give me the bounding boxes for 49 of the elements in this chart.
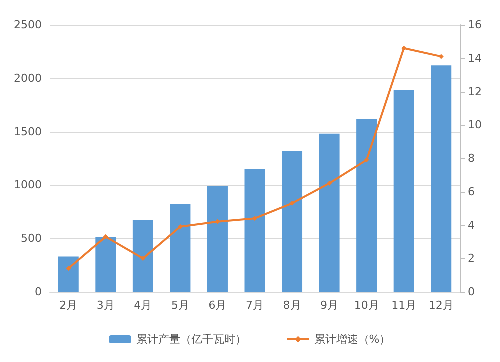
y-tick-label: 2000 xyxy=(14,72,42,85)
bar xyxy=(319,134,340,292)
y-tick-label: 1500 xyxy=(14,125,42,138)
x-tick-label: 3月 xyxy=(96,299,115,312)
x-tick-label: 5月 xyxy=(171,299,190,312)
point xyxy=(290,201,295,206)
bar xyxy=(356,118,378,292)
point xyxy=(438,54,444,60)
y2-tick-label: 0 xyxy=(468,286,475,298)
y-tick-label: 0 xyxy=(35,286,42,298)
bar xyxy=(282,151,303,292)
legend-label: 累计增速（%） xyxy=(314,333,391,346)
y2-tick-label: 16 xyxy=(468,18,482,32)
x-tick-label: 2月 xyxy=(60,299,78,312)
y2-tick-label: 2 xyxy=(468,252,475,266)
point xyxy=(103,234,108,240)
x-tick-label: 11月 xyxy=(392,299,417,312)
point xyxy=(364,158,370,163)
y-tick-label: 2500 xyxy=(14,18,42,32)
x-tick-label: 7月 xyxy=(246,299,264,312)
x-tick-label: 10月 xyxy=(354,299,380,312)
point xyxy=(327,181,332,186)
y2-tick-label: 10 xyxy=(468,118,482,132)
point xyxy=(66,266,72,272)
x-tick-label: 6月 xyxy=(208,299,227,312)
point xyxy=(140,256,146,262)
bar xyxy=(431,66,452,292)
bar xyxy=(207,186,228,292)
point xyxy=(402,46,407,51)
bar xyxy=(244,169,266,292)
y2-tick-label: 8 xyxy=(468,152,475,165)
bar xyxy=(394,90,414,292)
x-tick-label: 12月 xyxy=(428,299,454,312)
bar xyxy=(170,204,191,292)
x-tick-label: 9月 xyxy=(320,299,339,312)
x-tick-label: 4月 xyxy=(134,299,152,312)
x-tick-label: 8月 xyxy=(283,299,302,312)
y-tick-label: 500 xyxy=(21,232,42,246)
bar xyxy=(58,256,79,292)
y2-tick-label: 12 xyxy=(468,85,482,98)
point xyxy=(178,224,183,230)
bar xyxy=(96,238,116,292)
point xyxy=(252,216,258,222)
legend-label: 累计产量（亿千瓦时） xyxy=(136,333,246,346)
y-tick-label: 1000 xyxy=(14,178,42,192)
bar xyxy=(132,220,154,292)
y2-tick-label: 14 xyxy=(468,52,482,65)
y2-tick-label: 4 xyxy=(468,218,475,232)
y2-tick-label: 6 xyxy=(468,185,475,198)
